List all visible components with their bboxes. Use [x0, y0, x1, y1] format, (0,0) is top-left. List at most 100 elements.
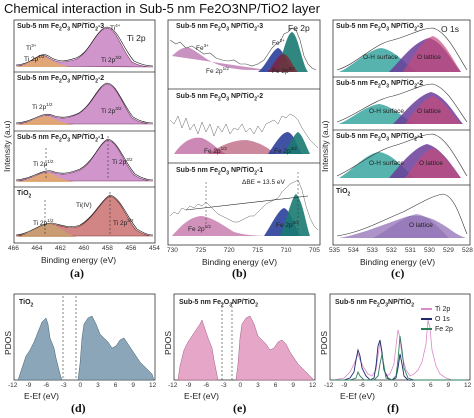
panel-c-s1-olattice-label: O lattice	[417, 54, 441, 61]
tick-label: 466	[8, 245, 19, 252]
legend-label-ti: Ti 2p	[435, 305, 451, 313]
tick-label: -12	[8, 382, 18, 389]
tick-label: -6	[203, 382, 210, 389]
tick-label: 6	[429, 382, 433, 389]
tick-label: 0	[238, 382, 243, 389]
tick-label: 0	[394, 382, 398, 389]
panel-b-s1-fe2p32: Fe 2p3/2	[272, 66, 295, 76]
legend-row-ti: Ti 2p	[421, 304, 453, 314]
tick-label: 710	[280, 247, 292, 254]
panel-a-s1-ti2p32: Ti 2p3/2	[101, 55, 122, 65]
panel-a-sample-3-label: Sub-5 nm Fe2O3 NP/TiO2-1	[17, 134, 105, 144]
tick-label: 3	[256, 382, 260, 389]
tick-label: 530	[424, 247, 435, 254]
panel-b-spectrum-2	[169, 113, 319, 154]
tick-label: 454	[149, 245, 160, 252]
panel-c-s2-oh-label: O-H surface	[369, 108, 405, 115]
panel-a-sample-4-label: TiO2	[17, 190, 32, 200]
panel-a-tiiv-label: Ti(IV)	[76, 202, 92, 209]
panel-a-sample-1-label: Sub-5 nm Fe2O3 NP/TiO2-3	[17, 23, 105, 33]
panel-e-ylabel: PDOS	[163, 330, 173, 355]
legend-swatch-ti	[421, 308, 432, 310]
panel-d-xlabel: E-Ef (eV)	[24, 391, 59, 401]
tick-label: 528	[462, 247, 473, 254]
tick-label: -9	[25, 382, 32, 389]
tick-label: 533	[367, 247, 378, 254]
panel-c-xlabel: Binding energy (eV)	[360, 257, 436, 267]
panel-b-s1-fe2p12: Fe 2p1/2	[206, 66, 229, 76]
panel-f-label: Sub-5 nm Fe2O3NP/TiO2	[335, 299, 415, 309]
panel-d-plot	[13, 293, 156, 381]
tick-label: 464	[31, 245, 43, 252]
tick-label: -12	[324, 382, 334, 389]
panel-b-s2-fe2p32: Fe 2p3/2	[274, 146, 297, 156]
tick-label: -3	[376, 382, 383, 389]
panel-c-spectrum-3	[336, 133, 468, 178]
panel-c-spectrum-1	[336, 27, 468, 72]
tick-label: 534	[348, 247, 359, 254]
tick-label: 9	[131, 382, 135, 389]
panel-e-xlabel: E-Ef (eV)	[184, 391, 219, 401]
panel-a-s2-ti2p12: Ti 2p1/2	[32, 102, 53, 112]
panel-e-pdos: Sub-5 nm Fe2O3NP/TiO2	[173, 293, 316, 381]
panel-a-s1-ti2p12: Ti 2p1/2	[24, 54, 45, 64]
legend-row-o: O 1s	[421, 314, 453, 324]
panel-a-spectrum-3	[15, 136, 154, 182]
panel-b-s2-fe2p12: Fe 2p1/2	[204, 146, 227, 156]
panel-c-sample-1-label: Sub-5 nm Fe2O3 NP/TiO2-3	[336, 23, 424, 33]
panel-b-s3-fe2p12: Fe 2p1/2	[188, 224, 211, 234]
panel-a-core-level: Ti 2p	[127, 33, 146, 43]
panel-c-sample-2-label: Sub-5 nm Fe2O3 NP/TiO2-2	[336, 80, 424, 90]
tick-label: 730	[167, 247, 178, 254]
tick-label: -6	[43, 382, 50, 389]
panel-c-s3-olattice-label: O lattice	[419, 160, 443, 167]
legend-swatch-fe	[421, 328, 432, 330]
panel-c-s2-olattice-label: O lattice	[417, 108, 441, 115]
panel-f-pdos: Sub-5 nm Fe2O3NP/TiO2 Ti 2p O 1s Fe 2p	[329, 293, 471, 381]
legend-label-o: O 1s	[435, 315, 450, 323]
panel-a-ti3-label: Ti3+	[26, 43, 37, 53]
tick-label: 705	[309, 247, 320, 254]
tick-label: 6	[113, 382, 118, 389]
panel-b-spectrum-1	[169, 27, 317, 72]
panel-a-s3-ti2p32: Ti 2p3/2	[112, 157, 133, 167]
panel-b-delta-be-label: ΔBE = 13.5 eV	[242, 179, 285, 186]
tick-label: 12	[309, 382, 317, 389]
panel-a-s3-ti2p12: Ti 2p1/2	[33, 159, 54, 169]
panel-e-plot	[173, 293, 316, 381]
panel-a-ti4-label: Ti4+	[110, 23, 121, 33]
tick-label: -6	[359, 382, 365, 389]
tick-label: -12	[168, 382, 178, 389]
panel-b-xlabel: Binding energy (eV)	[202, 257, 278, 267]
figure-heading: Chemical interaction in Sub-5 nm Fe2O3NP…	[4, 1, 320, 16]
panel-c-ylabel: Intensity (a.u)	[320, 120, 330, 173]
panel-f-xlabel: E-Ef (eV)	[340, 391, 375, 401]
panel-d-pdos: TiO2	[13, 293, 156, 381]
tick-label: 3	[96, 382, 100, 389]
tick-label: 3	[411, 382, 416, 389]
panel-c-s3-oh-label: O-H surface	[369, 160, 405, 167]
tick-label: 462	[55, 245, 66, 252]
panel-b-core-level: Fe 2p	[288, 23, 310, 33]
panel-f-plot	[329, 293, 471, 381]
tick-label: -3	[220, 382, 227, 389]
panel-f-letter: (f)	[387, 401, 399, 415]
tick-label: 460	[78, 245, 90, 252]
tick-label: -3	[60, 382, 67, 389]
tick-label: -9	[341, 382, 348, 389]
panel-c-o-1s: O 1s Sub-5 nm Fe2O3 NP/TiO2-3 O-H surfac…	[332, 19, 471, 246]
tick-label: 725	[195, 247, 207, 254]
panel-e-label: Sub-5 nm Fe2O3NP/TiO2	[179, 299, 259, 309]
tick-label: -9	[185, 382, 192, 389]
panel-a-s2-ti2p32: Ti 2p3/2	[101, 106, 122, 116]
panel-b-plot	[167, 19, 321, 246]
panel-b-letter: (b)	[232, 266, 247, 280]
panel-a-ti-2p: Sub-5 nm Fe2O3 NP/TiO2-3 Ti 2p Ti3+ Ti4+…	[13, 19, 156, 244]
tick-label: 529	[443, 247, 454, 254]
tick-label: 531	[405, 247, 416, 254]
panel-b-sample-2-label: Sub-5 nm Fe2O3 NP/TiO2-2	[176, 93, 264, 103]
panel-f-legend: Ti 2p O 1s Fe 2p	[421, 304, 453, 334]
panel-a-spectrum-4	[15, 192, 154, 237]
panel-b-fe3-label: Fe3+	[196, 43, 209, 53]
tick-label: 458	[102, 245, 113, 252]
